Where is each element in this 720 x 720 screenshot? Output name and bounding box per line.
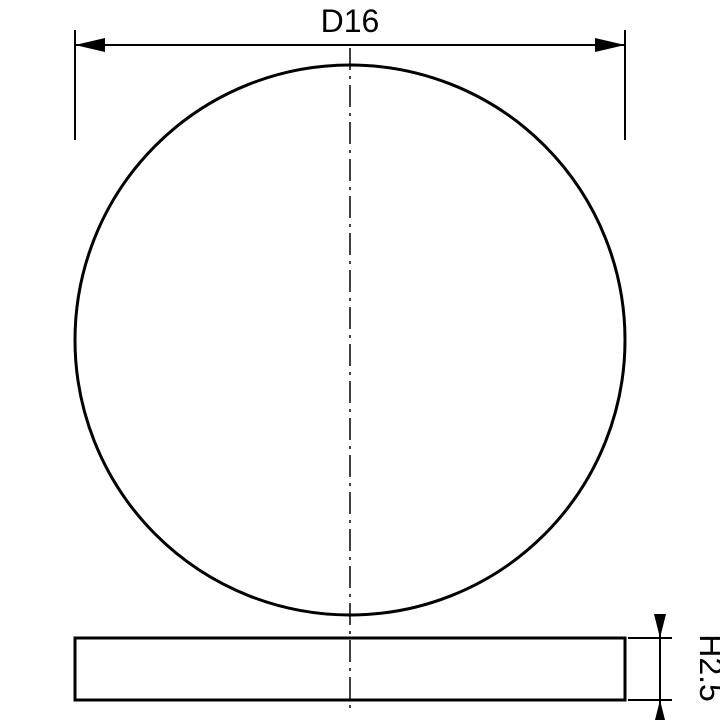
dim-label-diameter: D16 (321, 3, 380, 39)
arrow-up-icon (654, 700, 666, 720)
dim-label-height: H2.5 (693, 634, 720, 702)
technical-drawing: D16 H2.5 (0, 0, 720, 720)
arrow-down-icon (654, 614, 666, 638)
arrow-left-icon (75, 38, 105, 52)
arrow-right-icon (595, 38, 625, 52)
